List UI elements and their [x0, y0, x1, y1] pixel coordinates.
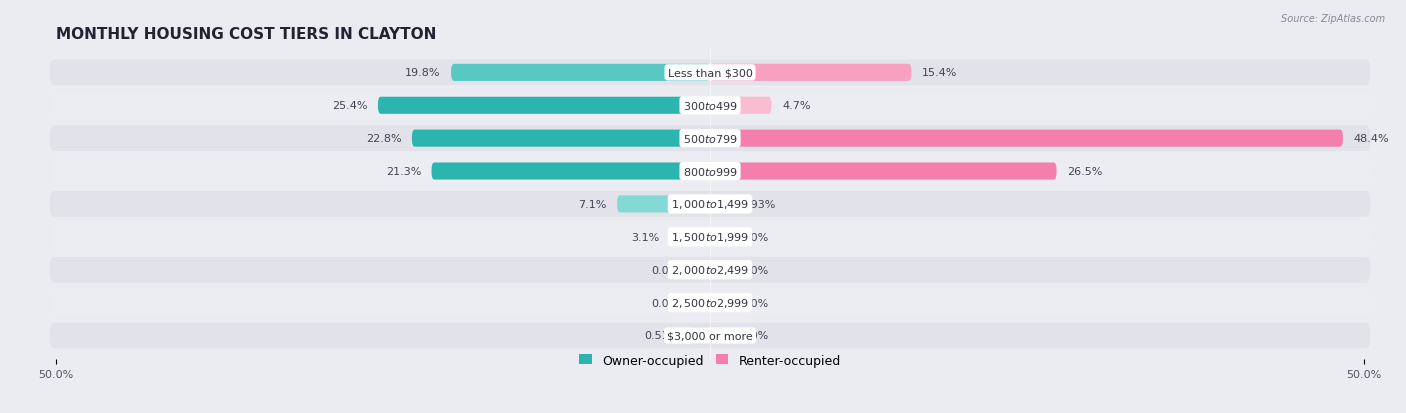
FancyBboxPatch shape [710, 261, 730, 279]
Text: $2,000 to $2,499: $2,000 to $2,499 [671, 263, 749, 277]
Text: 21.3%: 21.3% [385, 166, 420, 177]
Text: 15.4%: 15.4% [922, 68, 957, 78]
FancyBboxPatch shape [49, 290, 1371, 316]
FancyBboxPatch shape [49, 126, 1371, 152]
FancyBboxPatch shape [49, 93, 1371, 119]
FancyBboxPatch shape [49, 60, 1371, 86]
FancyBboxPatch shape [451, 65, 710, 82]
FancyBboxPatch shape [690, 327, 710, 344]
Text: 48.4%: 48.4% [1354, 134, 1389, 144]
FancyBboxPatch shape [49, 192, 1371, 217]
FancyBboxPatch shape [49, 159, 1371, 185]
FancyBboxPatch shape [617, 196, 710, 213]
Text: $2,500 to $2,999: $2,500 to $2,999 [671, 297, 749, 309]
Text: 0.93%: 0.93% [740, 199, 776, 209]
Text: $300 to $499: $300 to $499 [682, 100, 738, 112]
Text: 19.8%: 19.8% [405, 68, 440, 78]
FancyBboxPatch shape [710, 97, 772, 114]
FancyBboxPatch shape [690, 261, 710, 279]
FancyBboxPatch shape [412, 130, 710, 147]
Text: 0.0%: 0.0% [652, 265, 681, 275]
Text: 22.8%: 22.8% [366, 134, 402, 144]
FancyBboxPatch shape [49, 257, 1371, 283]
Text: Source: ZipAtlas.com: Source: ZipAtlas.com [1281, 14, 1385, 24]
FancyBboxPatch shape [690, 294, 710, 311]
Text: 0.0%: 0.0% [740, 331, 768, 341]
Text: 26.5%: 26.5% [1067, 166, 1102, 177]
FancyBboxPatch shape [432, 163, 710, 180]
FancyBboxPatch shape [710, 130, 1343, 147]
Text: 0.0%: 0.0% [740, 298, 768, 308]
Text: 0.51%: 0.51% [645, 331, 681, 341]
FancyBboxPatch shape [710, 65, 911, 82]
FancyBboxPatch shape [710, 163, 1056, 180]
Text: 0.0%: 0.0% [652, 298, 681, 308]
Text: MONTHLY HOUSING COST TIERS IN CLAYTON: MONTHLY HOUSING COST TIERS IN CLAYTON [56, 26, 437, 41]
FancyBboxPatch shape [378, 97, 710, 114]
Text: $1,000 to $1,499: $1,000 to $1,499 [671, 198, 749, 211]
Text: 4.7%: 4.7% [782, 101, 810, 111]
Text: 3.1%: 3.1% [631, 232, 659, 242]
Legend: Owner-occupied, Renter-occupied: Owner-occupied, Renter-occupied [575, 349, 845, 372]
Text: 25.4%: 25.4% [332, 101, 367, 111]
Text: 7.1%: 7.1% [578, 199, 607, 209]
FancyBboxPatch shape [710, 196, 730, 213]
Text: Less than $300: Less than $300 [668, 68, 752, 78]
FancyBboxPatch shape [710, 327, 730, 344]
FancyBboxPatch shape [710, 294, 730, 311]
FancyBboxPatch shape [49, 323, 1371, 349]
Text: $800 to $999: $800 to $999 [682, 166, 738, 178]
FancyBboxPatch shape [669, 229, 710, 246]
FancyBboxPatch shape [710, 229, 730, 246]
Text: $1,500 to $1,999: $1,500 to $1,999 [671, 231, 749, 244]
Text: 0.0%: 0.0% [740, 265, 768, 275]
Text: 0.0%: 0.0% [740, 232, 768, 242]
Text: $3,000 or more: $3,000 or more [668, 331, 752, 341]
FancyBboxPatch shape [49, 224, 1371, 250]
Text: $500 to $799: $500 to $799 [682, 133, 738, 145]
